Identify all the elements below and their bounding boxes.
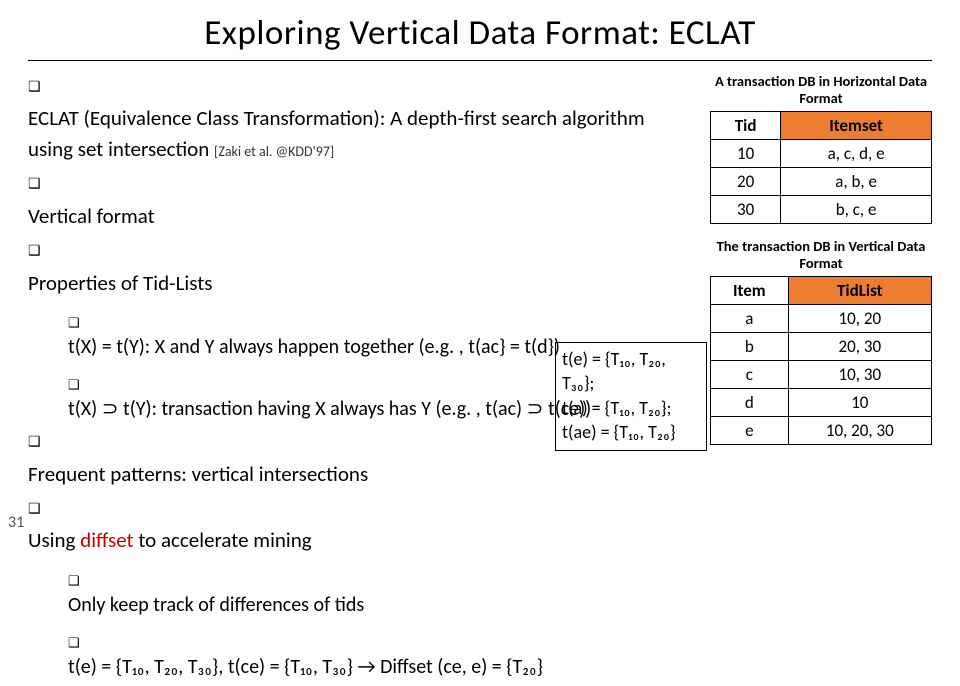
content-row: ❑ ECLAT (Equivalence Class Transformatio… [28, 73, 932, 686]
bullet-1: ❑ ECLAT (Equivalence Class Transformatio… [28, 73, 700, 164]
table-row: 20a, b, e [711, 167, 932, 195]
table-horizontal-block: A transaction DB in Horizontal Data Form… [710, 73, 932, 224]
table-row: d10 [711, 388, 932, 416]
table-header-row: Tid Itemset [711, 111, 932, 139]
diffset-word: diffset [80, 527, 133, 553]
th-tid: Tid [711, 111, 781, 139]
table-vertical-block: The transaction DB in Vertical Data Form… [710, 238, 932, 445]
bullet-marker-icon: ❑ [28, 241, 50, 261]
slide: Exploring Vertical Data Format: ECLAT ❑ … [0, 0, 960, 540]
bullet-5-text: Using diffset to accelerate mining [28, 525, 674, 555]
bullet-4-text: Frequent patterns: vertical intersection… [28, 459, 674, 489]
bullet-2-text: Vertical format [28, 201, 674, 231]
slide-title: Exploring Vertical Data Format: ECLAT [28, 12, 932, 61]
table-row: c10, 30 [711, 360, 932, 388]
bullet-5b-text: t(e) = {T₁₀, T₂₀, T₃₀}, t(ce) = {T₁₀, T₃… [68, 653, 674, 682]
bullet-marker-icon: ❑ [28, 77, 50, 97]
bullet-marker-icon: ❑ [68, 315, 90, 334]
bullet-marker-icon: ❑ [28, 432, 50, 452]
table-header-row: Item TidList [711, 276, 932, 304]
table-row: 10a, c, d, e [711, 139, 932, 167]
bullet-marker-icon: ❑ [68, 377, 90, 396]
th-item: Item [711, 276, 789, 304]
table-vertical: Item TidList a10, 20 b20, 30 c10, 30 d10… [710, 276, 932, 445]
bullet-marker-icon: ❑ [68, 573, 90, 592]
bullet-5a-text: Only keep track of differences of tids [68, 591, 674, 620]
bullet-marker-icon: ❑ [28, 499, 50, 519]
bullet-5a: ❑ Only keep track of differences of tids [28, 562, 700, 620]
table-row: a10, 20 [711, 304, 932, 332]
example-line-3: t(ae) = {T₁₀, T₂₀} [562, 420, 700, 444]
tables-column: A transaction DB in Horizontal Data Form… [710, 73, 932, 686]
bullet-marker-icon: ❑ [28, 174, 50, 194]
bullet-2: ❑ Vertical format [28, 170, 700, 231]
bullet-5b: ❑ t(e) = {T₁₀, T₂₀, T₃₀}, t(ce) = {T₁₀, … [28, 624, 700, 682]
bullet-5: ❑ Using diffset to accelerate mining [28, 495, 700, 556]
example-line-2: t(a) = {T₁₀, T₂₀}; [562, 396, 700, 420]
table-row: 30b, c, e [711, 195, 932, 223]
table-row: e10, 20, 30 [711, 416, 932, 444]
th-tidlist: TidList [788, 276, 931, 304]
page-number: 31 [8, 513, 24, 532]
bullet-marker-icon: ❑ [68, 635, 90, 654]
bullet-1-text: ECLAT (Equivalence Class Transformation)… [28, 105, 645, 161]
bullet-1-cite: [Zaki et al. @KDD'97] [214, 143, 334, 160]
table-horizontal: Tid Itemset 10a, c, d, e 20a, b, e 30b, … [710, 111, 932, 224]
bullet-3: ❑ Properties of Tid-Lists [28, 237, 700, 298]
example-box: t(e) = {T₁₀, T₂₀, T₃₀}; t(a) = {T₁₀, T₂₀… [555, 342, 707, 451]
th-itemset: Itemset [781, 111, 932, 139]
bullet-3-text: Properties of Tid-Lists [28, 268, 674, 298]
table-row: b20, 30 [711, 332, 932, 360]
table-horizontal-title: A transaction DB in Horizontal Data Form… [710, 73, 932, 108]
table-vertical-title: The transaction DB in Vertical Data Form… [710, 238, 932, 273]
example-line-1: t(e) = {T₁₀, T₂₀, T₃₀}; [562, 347, 700, 396]
